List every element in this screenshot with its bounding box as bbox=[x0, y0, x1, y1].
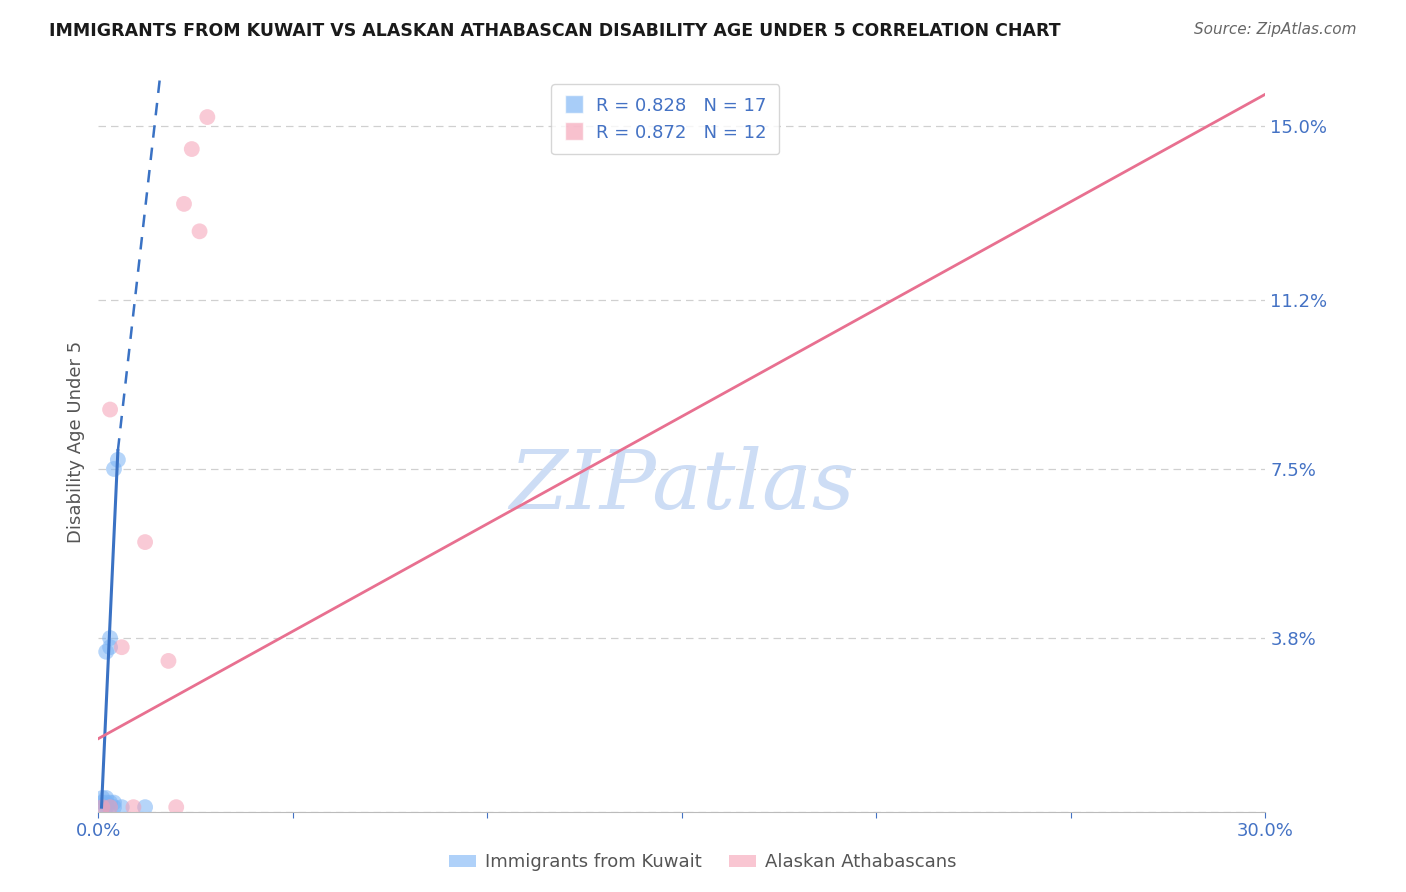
Point bbox=[98, 800, 121, 814]
Legend: Immigrants from Kuwait, Alaskan Athabascans: Immigrants from Kuwait, Alaskan Athabasc… bbox=[441, 847, 965, 879]
Point bbox=[96, 645, 118, 659]
Point bbox=[180, 142, 202, 156]
Point bbox=[96, 800, 118, 814]
Text: ZIPatlas: ZIPatlas bbox=[509, 446, 855, 526]
Point bbox=[91, 796, 114, 810]
Point bbox=[91, 800, 114, 814]
Point bbox=[188, 224, 211, 238]
Text: Source: ZipAtlas.com: Source: ZipAtlas.com bbox=[1194, 22, 1357, 37]
Point bbox=[195, 110, 218, 124]
Point bbox=[98, 796, 121, 810]
Point bbox=[91, 791, 114, 805]
Point bbox=[98, 800, 121, 814]
Point bbox=[134, 535, 156, 549]
Point bbox=[96, 791, 118, 805]
Legend: R = 0.828   N = 17, R = 0.872   N = 12: R = 0.828 N = 17, R = 0.872 N = 12 bbox=[551, 84, 779, 154]
Point bbox=[98, 640, 121, 655]
Y-axis label: Disability Age Under 5: Disability Age Under 5 bbox=[66, 341, 84, 542]
Point bbox=[103, 800, 125, 814]
Point bbox=[96, 796, 118, 810]
Point bbox=[134, 800, 156, 814]
Point bbox=[111, 800, 134, 814]
Point bbox=[98, 631, 121, 645]
Text: IMMIGRANTS FROM KUWAIT VS ALASKAN ATHABASCAN DISABILITY AGE UNDER 5 CORRELATION : IMMIGRANTS FROM KUWAIT VS ALASKAN ATHABA… bbox=[49, 22, 1062, 40]
Point bbox=[107, 452, 129, 467]
Point bbox=[103, 462, 125, 476]
Point bbox=[122, 800, 145, 814]
Point bbox=[157, 654, 180, 668]
Point bbox=[165, 800, 187, 814]
Point bbox=[103, 796, 125, 810]
Point bbox=[98, 402, 121, 417]
Point bbox=[173, 197, 195, 211]
Point bbox=[91, 800, 114, 814]
Point bbox=[111, 640, 134, 655]
